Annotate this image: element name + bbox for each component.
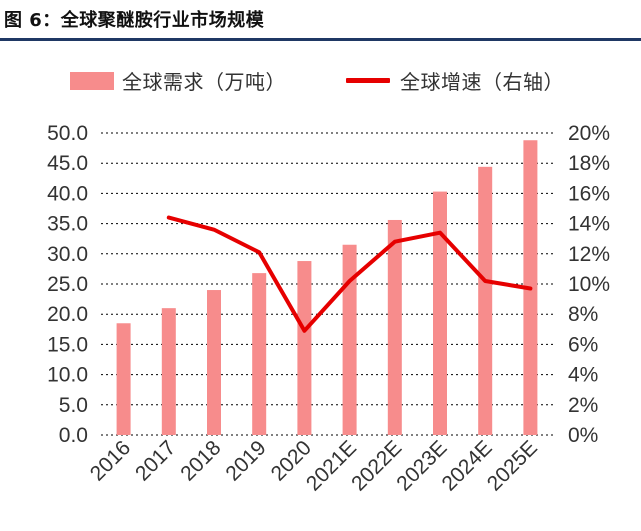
legend-swatch-line — [346, 78, 390, 83]
x-tick-label: 2025E — [483, 436, 542, 495]
y-right-tick-label: 16% — [568, 182, 610, 205]
legend-item-demand: 全球需求（万吨） — [70, 66, 286, 95]
bar-series — [116, 140, 538, 436]
legend-swatch-bar — [70, 71, 114, 90]
y-right-tick-label: 2% — [568, 394, 598, 417]
legend-label-growth: 全球增速（右轴） — [400, 70, 564, 94]
y-right-tick-label: 10% — [568, 273, 610, 296]
y-left-tick-label: 0.0 — [59, 424, 88, 447]
figure-title: 图 6：全球聚醚胺行业市场规模 — [4, 10, 265, 31]
x-tick-label: 2022E — [347, 436, 406, 495]
y-right-tick-label: 8% — [568, 303, 598, 326]
bar — [207, 290, 221, 435]
x-tick-label: 2016 — [86, 436, 135, 485]
right-axis-ticks: 0% 2% 4% 6% 8% 10% 12% 14% 16% 18% 20% — [568, 122, 610, 447]
bar — [342, 244, 357, 435]
y-left-tick-label: 35.0 — [47, 213, 88, 236]
bar — [161, 308, 176, 435]
y-left-tick-label: 30.0 — [47, 243, 88, 266]
y-left-tick-label: 20.0 — [47, 303, 88, 326]
bar — [116, 323, 131, 435]
legend-label-demand: 全球需求（万吨） — [122, 70, 286, 94]
x-tick-label: 2021E — [302, 436, 361, 495]
y-left-tick-label: 25.0 — [47, 273, 88, 296]
x-axis-ticks: 201620172018201920202021E2022E2023E2024E… — [86, 436, 542, 495]
bar — [478, 166, 493, 435]
x-tick-label: 2024E — [438, 436, 497, 495]
y-right-tick-label: 12% — [568, 243, 610, 266]
y-right-tick-label: 6% — [568, 333, 598, 356]
x-tick-label: 2023E — [392, 436, 451, 495]
x-tick-label: 2019 — [221, 436, 270, 485]
chart-legend: 全球需求（万吨） 全球增速（右轴） — [0, 66, 641, 96]
x-tick-label: 2018 — [176, 436, 225, 485]
bar — [433, 191, 447, 435]
y-right-tick-label: 14% — [568, 213, 610, 236]
y-left-tick-label: 15.0 — [47, 333, 88, 356]
y-right-tick-label: 20% — [568, 122, 610, 145]
legend-item-growth: 全球增速（右轴） — [346, 66, 564, 95]
bar — [252, 273, 267, 435]
gridlines — [101, 132, 553, 436]
y-right-tick-label: 0% — [568, 424, 598, 447]
title-underline — [0, 38, 641, 41]
bar — [387, 219, 402, 435]
y-left-tick-label: 50.0 — [47, 122, 88, 145]
y-right-tick-label: 18% — [568, 152, 610, 175]
y-left-tick-label: 5.0 — [59, 394, 88, 417]
x-tick-label: 2017 — [131, 436, 180, 485]
y-left-tick-label: 45.0 — [47, 152, 88, 175]
y-left-tick-label: 10.0 — [47, 364, 88, 387]
y-left-tick-label: 40.0 — [47, 182, 88, 205]
left-axis-ticks: 0.0 5.0 10.0 15.0 20.0 25.0 30.0 35.0 40.0 45.0 50… — [47, 122, 88, 447]
bar — [297, 261, 312, 435]
line-series — [166, 215, 533, 333]
y-right-tick-label: 4% — [568, 364, 598, 387]
